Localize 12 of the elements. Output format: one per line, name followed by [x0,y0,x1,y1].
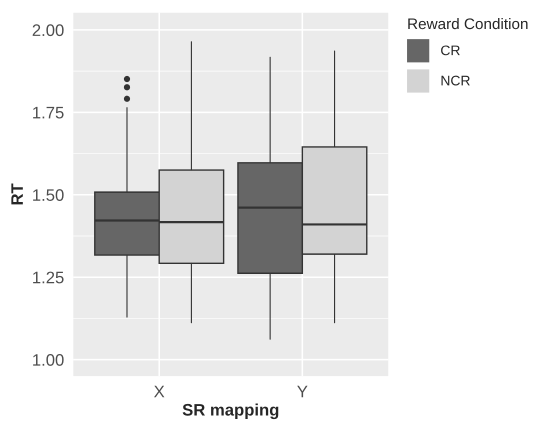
y-tick-label: 2.00 [32,24,64,36]
y-tick-label: 1.50 [33,189,64,201]
x-tick-label: Y [297,386,308,398]
y-tick-label: 1.75 [33,106,64,119]
legend-label: CR [441,45,460,56]
x-tick-label: X [154,386,164,398]
legend-label: NCR [442,76,470,86]
y-tick-label: 1.25 [33,272,64,284]
y-tick-label: 1.00 [33,354,64,366]
legend-title: Reward Condition [408,18,528,30]
y-axis-title: RT [11,184,23,204]
x-axis-title: SR mapping [182,403,278,420]
